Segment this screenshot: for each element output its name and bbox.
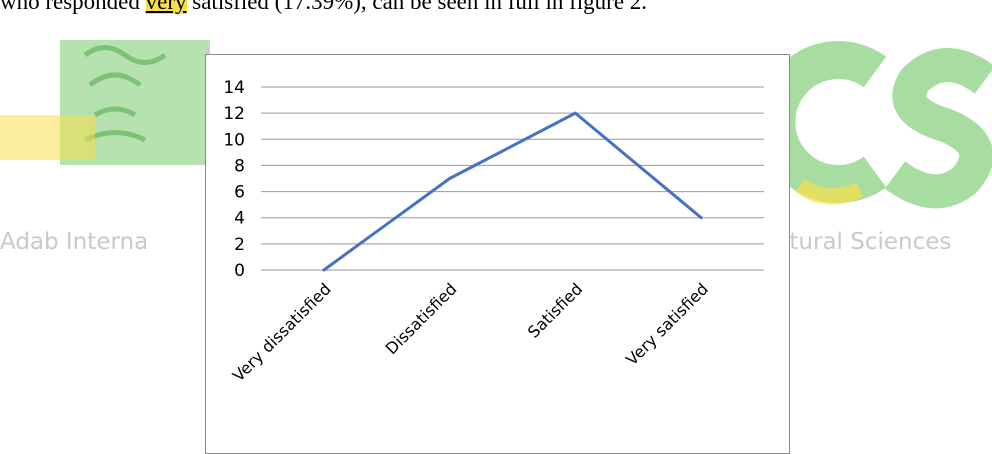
watermark-letter-c — [757, 41, 887, 203]
y-tick-label: 6 — [234, 183, 245, 203]
line-chart-svg: 0 2 4 6 8 10 12 14 Very dissatisfied Dissatisfied… — [223, 78, 764, 385]
y-tick-label: 4 — [234, 209, 245, 229]
data-point — [573, 111, 577, 115]
intro-text-highlight: very — [145, 0, 187, 14]
watermark-text-left: Adab Interna — [0, 229, 149, 255]
y-tick-label: 12 — [223, 104, 245, 124]
data-point — [322, 268, 326, 272]
line-chart: 0 2 4 6 8 10 12 14 Very dissatisfied Dissatisfied… — [205, 54, 790, 454]
y-tick-label: 0 — [234, 261, 245, 281]
x-tick-label: Dissatisfied — [382, 279, 461, 358]
series-line — [322, 111, 703, 272]
data-point — [699, 216, 703, 220]
x-tick-label: Satisfied — [524, 279, 586, 341]
x-tick-label: Very satisfied — [622, 279, 712, 369]
intro-text-suffix: satisfied (17.39%), can be seen in full … — [186, 0, 648, 14]
watermark-ornament — [83, 45, 167, 143]
data-point — [448, 177, 452, 180]
y-tick-label: 8 — [234, 156, 245, 176]
intro-text-prefix: who responded — [0, 0, 146, 14]
intro-text: who responded very satisfied (17.39%), c… — [0, 0, 647, 15]
watermark-yellow-stripe — [0, 115, 95, 160]
watermark-text-right: ltural Sciences — [783, 229, 952, 255]
y-tick-label: 2 — [234, 235, 245, 255]
watermark-yellow-curve — [795, 178, 864, 205]
x-tick-label: Very dissatisfied — [229, 279, 335, 385]
watermark-letter-s — [884, 48, 992, 209]
y-tick-label: 14 — [223, 78, 245, 98]
y-tick-label: 10 — [223, 130, 245, 150]
